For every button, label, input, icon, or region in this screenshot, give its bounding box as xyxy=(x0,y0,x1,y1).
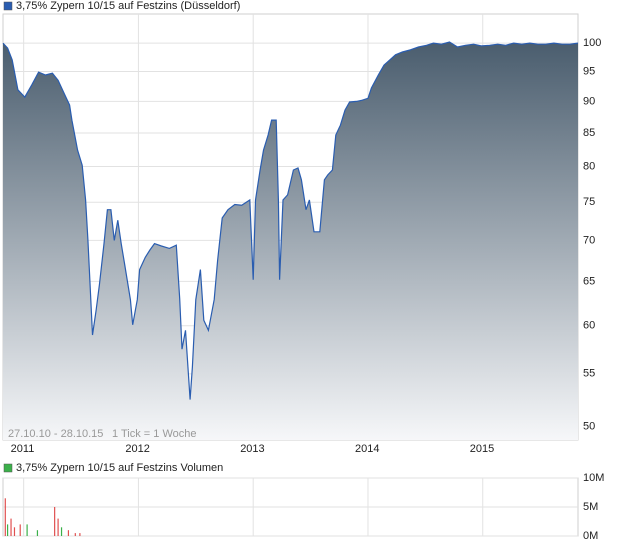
volume-bar xyxy=(60,527,63,536)
x-tick-label: 2014 xyxy=(355,443,379,455)
y-tick-label: 95 xyxy=(583,65,595,77)
y-tick-label: 65 xyxy=(583,275,595,287)
volume-bar xyxy=(57,518,59,536)
annotation: 1 Tick = 1 Woche xyxy=(112,428,196,440)
volume-bar xyxy=(19,524,21,536)
y-tick-label: 60 xyxy=(583,320,595,332)
y-tick-label: 50 xyxy=(583,420,595,432)
volume-bar xyxy=(4,498,6,536)
x-tick-label: 2015 xyxy=(470,443,494,455)
volume-bar xyxy=(6,524,9,536)
y-tick-label: 100 xyxy=(583,37,601,49)
volume-bar xyxy=(74,533,76,536)
legend-label: 3,75% Zypern 10/15 auf Festzins Volumen xyxy=(16,462,223,474)
annotation: 27.10.10 - 28.10.15 xyxy=(8,428,103,440)
legend-swatch xyxy=(3,463,13,473)
x-tick-label: 2012 xyxy=(125,443,149,455)
legend-swatch xyxy=(3,1,13,11)
price-area xyxy=(3,42,578,440)
x-tick-label: 2013 xyxy=(240,443,264,455)
y-tick-label: 70 xyxy=(583,234,595,246)
y-tick-label: 55 xyxy=(583,368,595,380)
volume-bar xyxy=(67,530,70,536)
volume-bar xyxy=(10,518,12,536)
y-tick-label: 80 xyxy=(583,160,595,172)
y-tick-label: 75 xyxy=(583,196,595,208)
volume-bar xyxy=(54,507,56,536)
volume-bar xyxy=(36,530,39,536)
volume-bar xyxy=(13,527,16,536)
y-tick-label: 5M xyxy=(583,501,598,513)
legend-label: 3,75% Zypern 10/15 auf Festzins (Düsseld… xyxy=(16,0,240,12)
y-tick-label: 85 xyxy=(583,127,595,139)
y-tick-label: 90 xyxy=(583,95,595,107)
volume-bar xyxy=(79,533,81,536)
x-tick-label: 2011 xyxy=(11,443,35,455)
volume-bar xyxy=(26,524,28,536)
y-tick-label: 0M xyxy=(583,530,598,542)
y-tick-label: 10M xyxy=(583,472,604,484)
price-line xyxy=(2,41,579,400)
